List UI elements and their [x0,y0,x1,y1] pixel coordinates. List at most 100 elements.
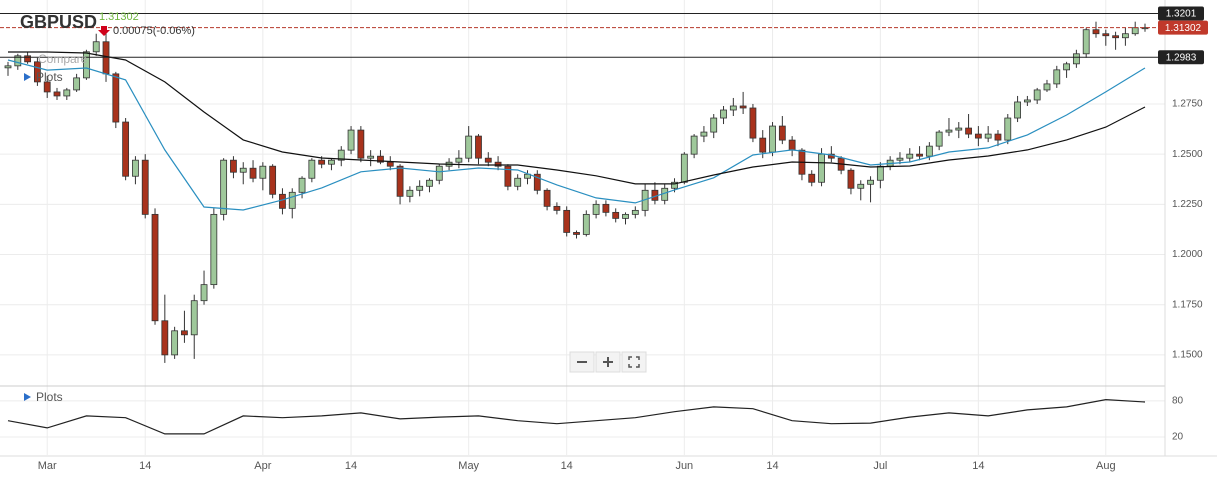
y-tick-label: 1.1750 [1172,299,1203,310]
candle-body [592,203,600,215]
candle-body [102,41,110,75]
x-tick-label: 14 [766,460,778,472]
candle-body [906,153,914,159]
candle-body [573,232,580,235]
x-tick-label: 14 [972,460,984,472]
moving-average-line [8,51,1146,185]
last-price-box [1158,20,1208,35]
candle-body [1043,83,1051,91]
candle-body [955,127,963,131]
candle-body [759,137,767,153]
fullscreen-button[interactable] [621,351,647,373]
candle-body [53,91,61,97]
y-tick-label: 1.2750 [1172,99,1203,110]
lower-plots-toggle-icon[interactable] [24,393,31,401]
candle-body [396,165,404,197]
last-price-label: 1.31302 [1165,23,1202,34]
candle-body [533,173,541,191]
x-tick-label: Mar [38,460,57,472]
x-tick-label: May [458,460,479,472]
candle-body [151,213,159,322]
candle-body [876,165,884,181]
candle-body [220,159,228,215]
candle-body [710,117,718,133]
candle-body [514,177,522,187]
price-change: 0.00075(-0.06%) [113,25,195,37]
x-tick-label: 14 [139,460,151,472]
indicator-line [7,398,1146,435]
candle-body [171,330,179,356]
candle-body [4,65,12,69]
candle-body [847,169,855,189]
candle-body [1072,53,1080,65]
lower-plots-label[interactable]: Plots [36,390,63,404]
candle-body [1053,69,1061,85]
zoom-out-button[interactable] [569,351,595,373]
candle-body [43,81,51,93]
candle-body [680,153,688,183]
plots-toggle-icon[interactable] [24,73,31,81]
candle-body [1033,89,1041,101]
x-tick-label: Jul [873,460,887,472]
candle-body [484,157,492,163]
candle-body [426,179,433,187]
candle-body [200,284,208,302]
candle-body [455,157,463,163]
candle-body [83,51,90,79]
candle-body [92,41,100,53]
candle-body [612,211,620,219]
candle-body [337,149,345,161]
candle-body [769,125,776,153]
candle-body [328,159,335,165]
candle-body [377,155,384,163]
candle-body [230,159,237,173]
candle-body [161,320,169,356]
last-price: 1.31302 [99,11,139,23]
candle-body [945,129,953,133]
candle-body [279,193,286,209]
candle-body [406,189,414,197]
candle-body [24,55,32,63]
candle-body [778,125,786,141]
compare-label[interactable]: Compare [38,52,88,66]
candle-body [63,89,71,97]
candle-body [984,133,992,139]
candle-body [318,159,326,165]
x-tick-label: Jun [675,460,693,472]
candle-body [1004,117,1012,141]
candle-body [857,183,865,189]
candle-body [700,131,708,137]
candle-body [288,191,296,209]
candle-body [788,139,796,151]
candle-body [112,73,120,123]
candle-body [249,167,257,179]
y-tick-label: 1.2500 [1172,149,1203,160]
candle-body [1023,99,1031,103]
candle-body [1102,33,1110,37]
chart-title: GBPUSD [20,12,97,32]
candle-body [896,157,904,161]
candle-body [504,165,512,187]
zoom-in-button[interactable] [595,351,621,373]
candle-body [1063,63,1070,71]
candle-body [729,105,737,111]
moving-average-line [7,59,1146,211]
x-tick-label: Aug [1096,460,1116,472]
candle-body [553,205,561,211]
x-tick-label: 14 [561,460,573,472]
y-tick-label: 1.2000 [1172,249,1203,260]
candle-body [965,127,972,135]
candle-body [582,213,590,235]
candle-body [1131,27,1139,35]
candle-body [1112,35,1119,39]
candle-body [259,165,267,179]
plots-label[interactable]: Plots [36,70,63,84]
candle-body [210,213,218,286]
axes: Mar 14 Apr 14 May 14 Jun 14 Jul 14 Aug 1.1500 1.1750… [38,6,1208,472]
candle-body [720,109,727,119]
candle-body [925,145,933,157]
candle-body [367,155,375,159]
candle-body [190,300,198,336]
